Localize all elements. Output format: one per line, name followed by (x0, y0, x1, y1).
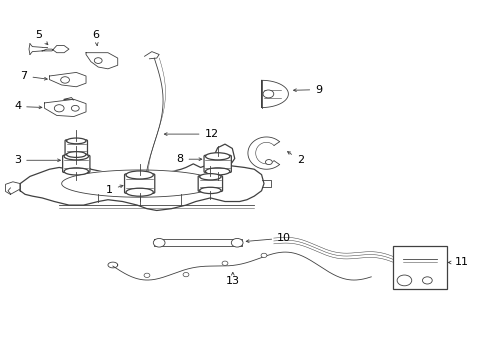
Ellipse shape (205, 153, 229, 160)
FancyBboxPatch shape (65, 140, 87, 156)
Text: 13: 13 (225, 273, 239, 286)
Text: 9: 9 (293, 85, 322, 95)
Ellipse shape (64, 153, 88, 160)
Text: 8: 8 (176, 154, 202, 164)
FancyBboxPatch shape (203, 155, 231, 172)
Polygon shape (86, 53, 118, 69)
Ellipse shape (66, 152, 86, 157)
Text: 11: 11 (447, 257, 468, 267)
Polygon shape (154, 239, 242, 246)
Text: 12: 12 (164, 129, 218, 139)
Ellipse shape (199, 187, 221, 194)
Circle shape (94, 58, 102, 63)
Circle shape (396, 275, 411, 286)
Bar (392, 246, 446, 289)
Circle shape (265, 159, 272, 165)
Polygon shape (44, 99, 86, 117)
Polygon shape (261, 80, 288, 108)
Circle shape (153, 238, 164, 247)
Polygon shape (61, 170, 217, 197)
Circle shape (61, 77, 69, 83)
Circle shape (263, 90, 273, 98)
Polygon shape (49, 72, 86, 87)
Text: 6: 6 (92, 30, 99, 45)
FancyBboxPatch shape (198, 176, 222, 192)
Polygon shape (5, 182, 20, 194)
Text: 5: 5 (35, 30, 48, 45)
Polygon shape (20, 144, 264, 211)
Circle shape (222, 261, 227, 265)
Circle shape (422, 277, 431, 284)
Circle shape (231, 238, 243, 247)
Ellipse shape (64, 168, 88, 175)
Circle shape (183, 273, 188, 277)
Ellipse shape (126, 171, 153, 179)
Ellipse shape (126, 188, 153, 196)
Ellipse shape (205, 168, 229, 175)
Text: 2: 2 (287, 152, 303, 165)
Text: 10: 10 (246, 233, 290, 243)
Text: 3: 3 (14, 155, 60, 165)
Ellipse shape (66, 138, 86, 144)
Text: 4: 4 (14, 102, 42, 112)
Circle shape (261, 253, 266, 257)
Text: 7: 7 (20, 71, 47, 81)
Ellipse shape (199, 174, 221, 180)
Text: 1: 1 (105, 185, 122, 195)
Circle shape (144, 273, 150, 278)
Circle shape (54, 105, 64, 112)
FancyBboxPatch shape (62, 155, 90, 172)
FancyBboxPatch shape (124, 174, 155, 193)
Circle shape (71, 105, 79, 111)
